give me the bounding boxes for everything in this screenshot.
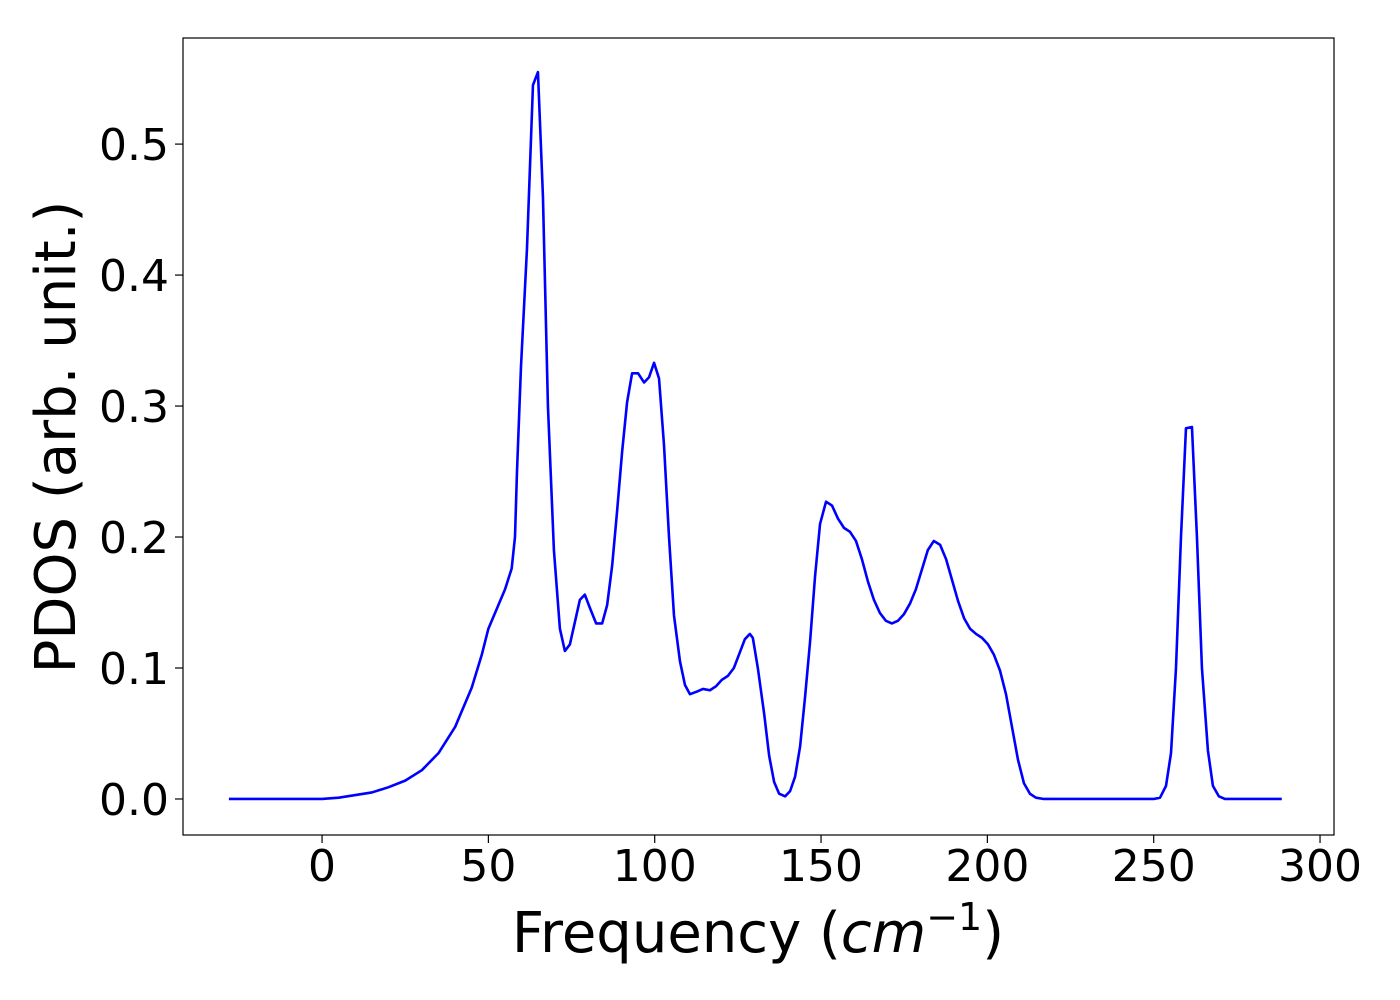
y-axis-label: PDOS (arb. unit.) [24, 201, 89, 674]
x-tick-label: 0 [308, 841, 336, 892]
y-tick-label: 0.5 [99, 120, 169, 171]
x-label-math: cm [841, 901, 926, 966]
x-label-close: ) [982, 901, 1004, 966]
x-label-sup: −1 [926, 895, 982, 939]
y-tick-label: 0.1 [99, 644, 169, 695]
y-tick-label: 0.4 [99, 251, 169, 302]
y-tick-label: 0.0 [99, 775, 169, 826]
x-tick-label: 300 [1278, 841, 1362, 892]
x-axis-label: Frequency (cm−1) [512, 895, 1004, 966]
y-tick-label: 0.2 [99, 513, 169, 564]
x-tick-label: 200 [945, 841, 1029, 892]
x-tick-label: 50 [460, 841, 516, 892]
x-tick-label: 250 [1112, 841, 1196, 892]
plot-frame [182, 37, 1335, 836]
data-line [228, 70, 1282, 801]
x-label-text: Frequency ( [512, 901, 841, 966]
x-tick-label: 150 [779, 841, 863, 892]
x-tick-label: 100 [613, 841, 697, 892]
y-tick-label: 0.3 [99, 382, 169, 433]
